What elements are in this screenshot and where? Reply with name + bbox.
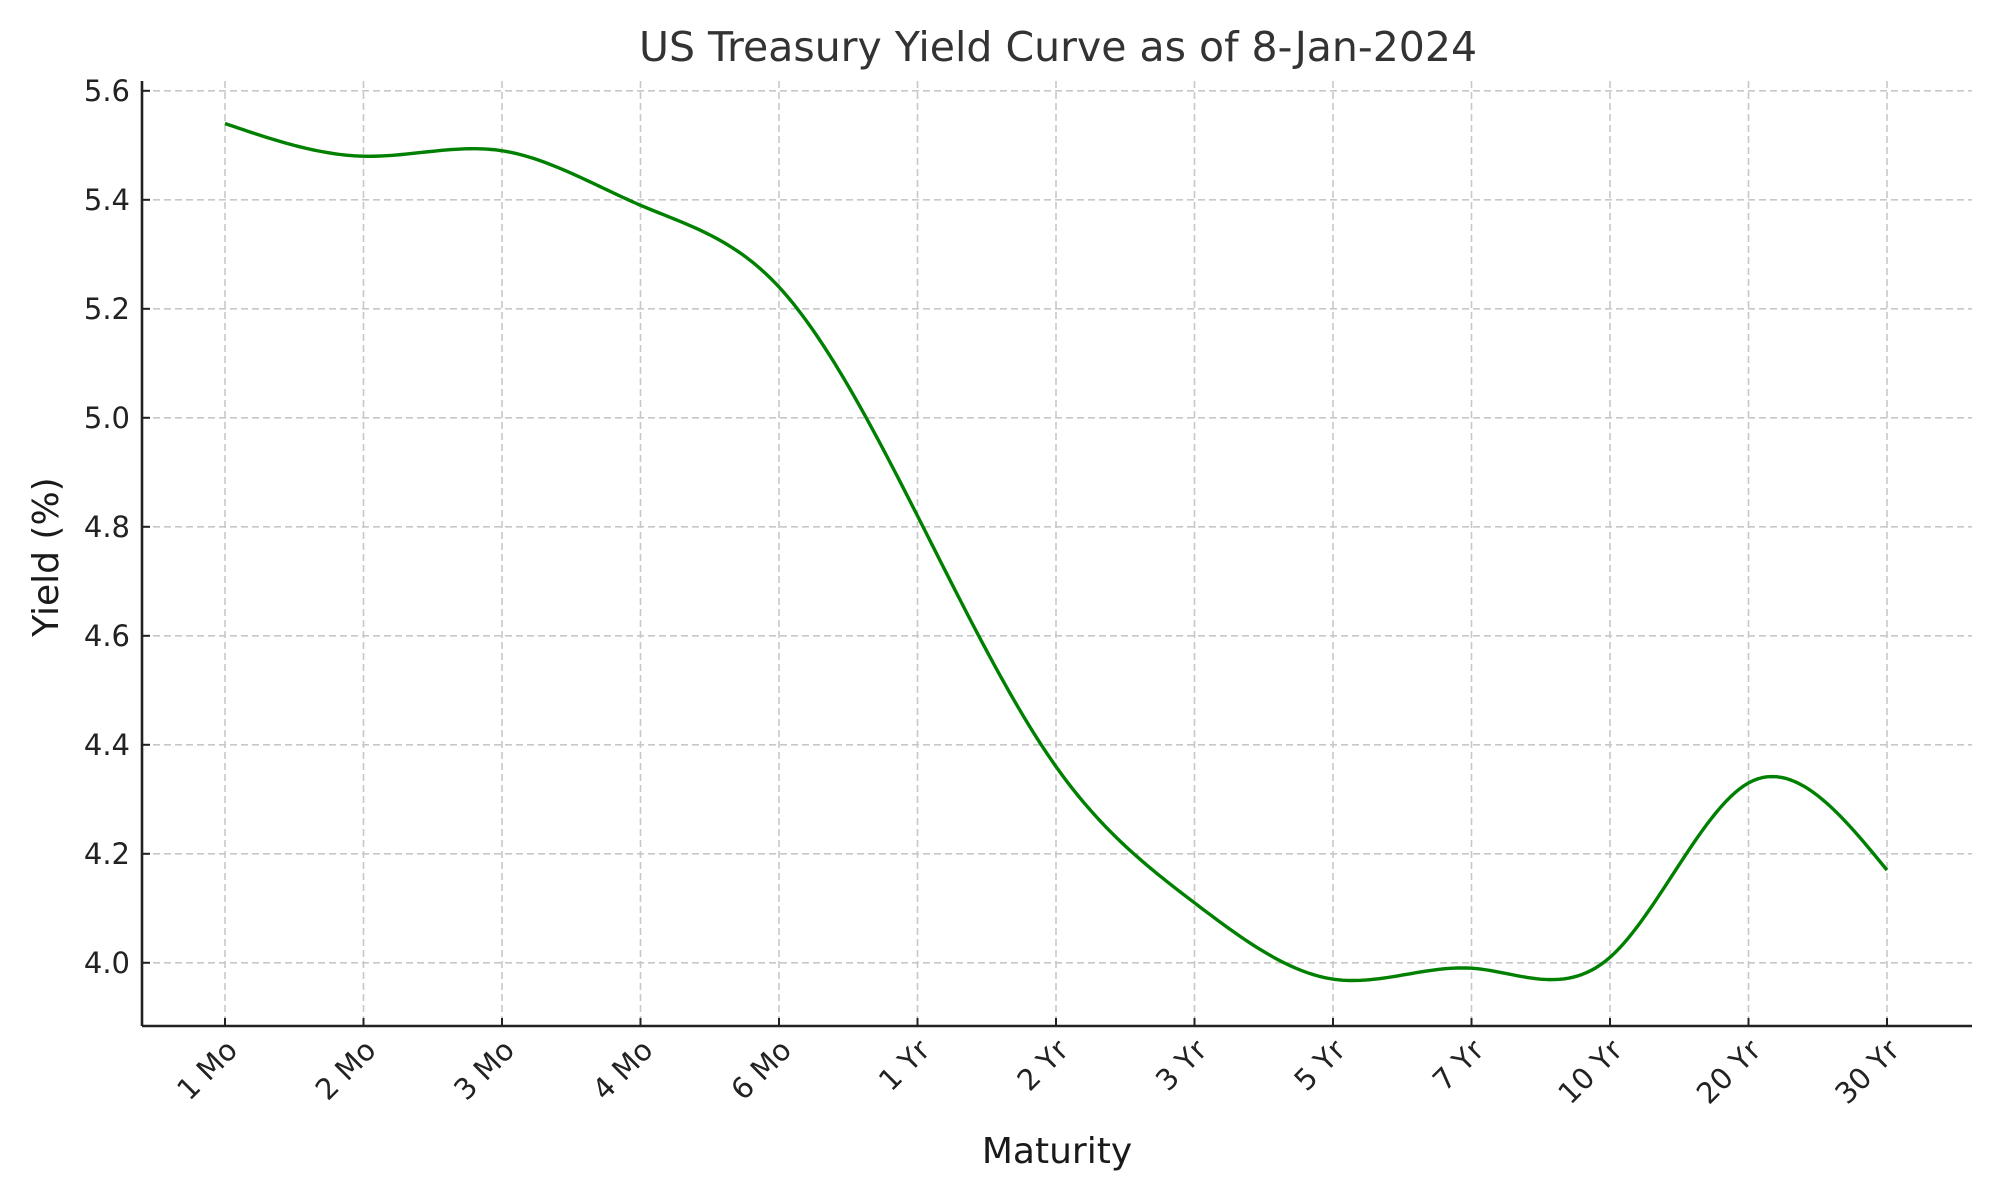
x-tick-label: 20 Yr — [1690, 1033, 1768, 1111]
x-tick-label: 5 Yr — [1287, 1033, 1352, 1098]
x-tick-label: 3 Mo — [447, 1033, 521, 1107]
grid-lines — [142, 81, 1972, 1026]
x-tick-label: 1 Mo — [170, 1033, 244, 1107]
y-axis-label: Yield (%) — [26, 477, 67, 637]
y-tick-label: 5.2 — [84, 292, 130, 326]
y-tick-label: 4.8 — [84, 510, 130, 544]
y-tick-label: 5.6 — [84, 74, 130, 108]
x-axis-label: Maturity — [982, 1131, 1132, 1172]
x-tick-label: 3 Yr — [1149, 1033, 1214, 1098]
y-tick-label: 4.6 — [84, 619, 130, 653]
y-tick-label: 4.2 — [84, 837, 130, 871]
yield-curve-line — [224, 121, 1889, 983]
y-axis-ticks: 4.0 4.2 4.4 4.6 4.8 5.0 5.2 5.4 5.6 — [84, 74, 150, 980]
x-tick-label: 10 Yr — [1551, 1033, 1629, 1111]
y-tick-label: 4.0 — [84, 946, 130, 980]
x-axis-ticks: 1 Mo 2 Mo 3 Mo 4 Mo 6 Mo 1 Yr 2 Yr 3 Yr 5 Yr 7 Yr… — [170, 1018, 1906, 1111]
chart-title: US Treasury Yield Curve as of 8-Jan-2024 — [639, 23, 1477, 71]
x-tick-label: 2 Mo — [309, 1033, 383, 1107]
y-tick-label: 5.4 — [84, 183, 130, 217]
x-tick-label: 2 Yr — [1010, 1033, 1075, 1098]
x-tick-label: 1 Yr — [872, 1033, 937, 1098]
x-tick-label: 4 Mo — [586, 1033, 660, 1107]
x-tick-label: 7 Yr — [1426, 1033, 1491, 1098]
axes — [140, 81, 1972, 1028]
y-tick-label: 4.4 — [84, 728, 130, 762]
x-tick-label: 6 Mo — [724, 1033, 798, 1107]
series-layer — [224, 121, 1889, 983]
y-tick-label: 5.0 — [84, 401, 130, 435]
x-tick-label: 30 Yr — [1828, 1033, 1906, 1111]
